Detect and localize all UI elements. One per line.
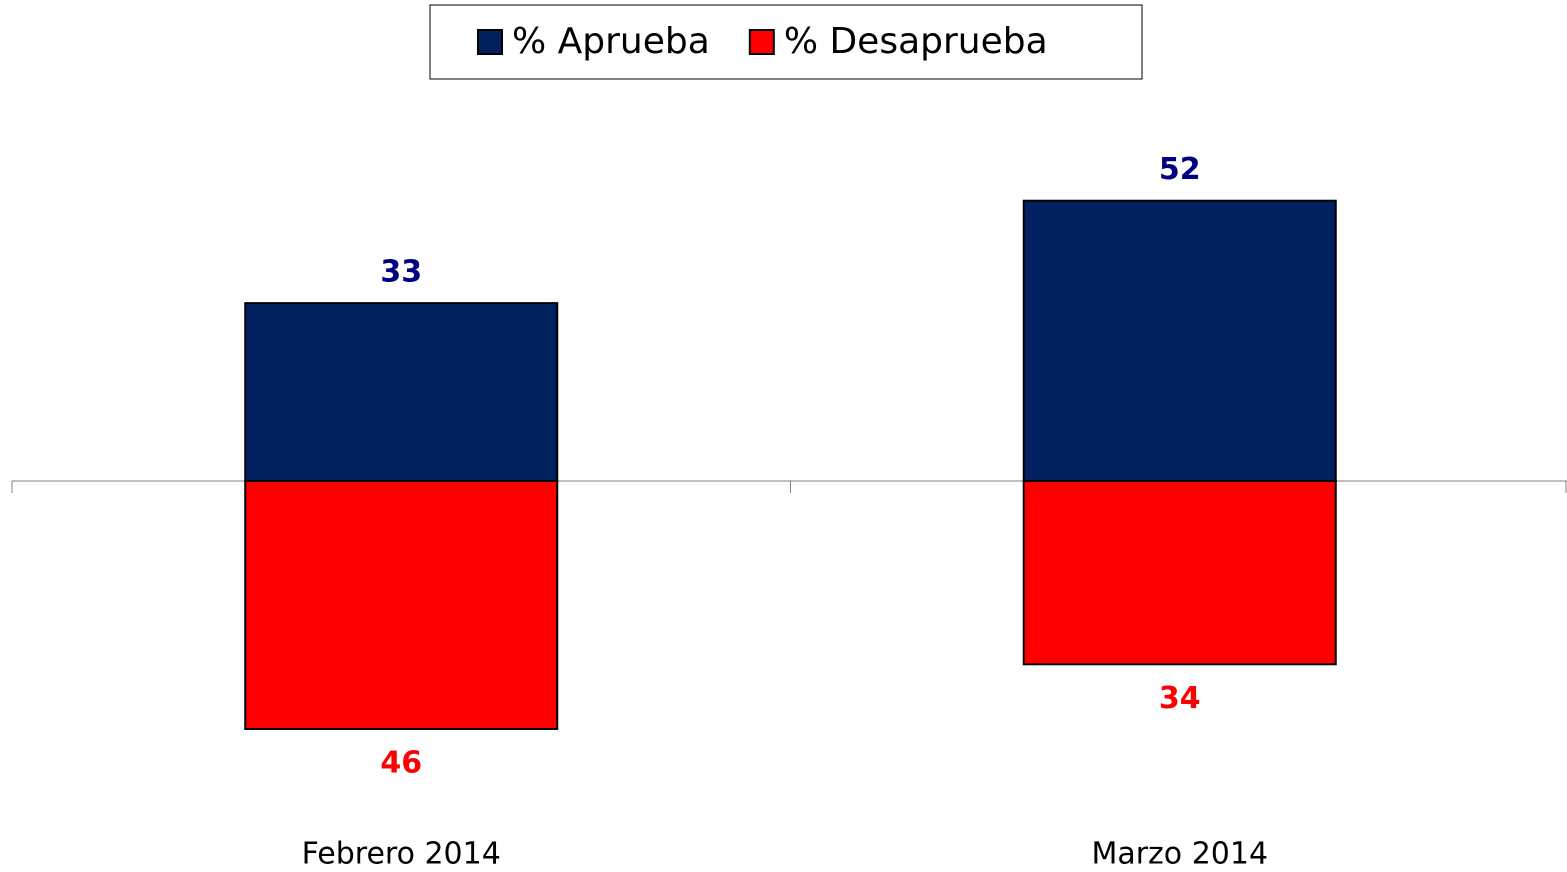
bar [244,302,559,482]
data-label: 33 [380,255,422,290]
data-label: 46 [380,745,422,780]
bar [1022,199,1337,482]
legend-swatch [477,29,503,55]
legend-label: % Aprueba [512,21,710,62]
legend-box [429,4,1143,80]
x-tick-label: Marzo 2014 [1091,837,1268,872]
bar [244,480,559,730]
bar [1022,480,1337,666]
legend-swatch [748,29,775,55]
data-label: 52 [1159,152,1201,187]
data-label: 34 [1159,681,1201,716]
legend-label: % Desaprueba [784,21,1048,62]
x-tick-label: Febrero 2014 [302,837,501,872]
